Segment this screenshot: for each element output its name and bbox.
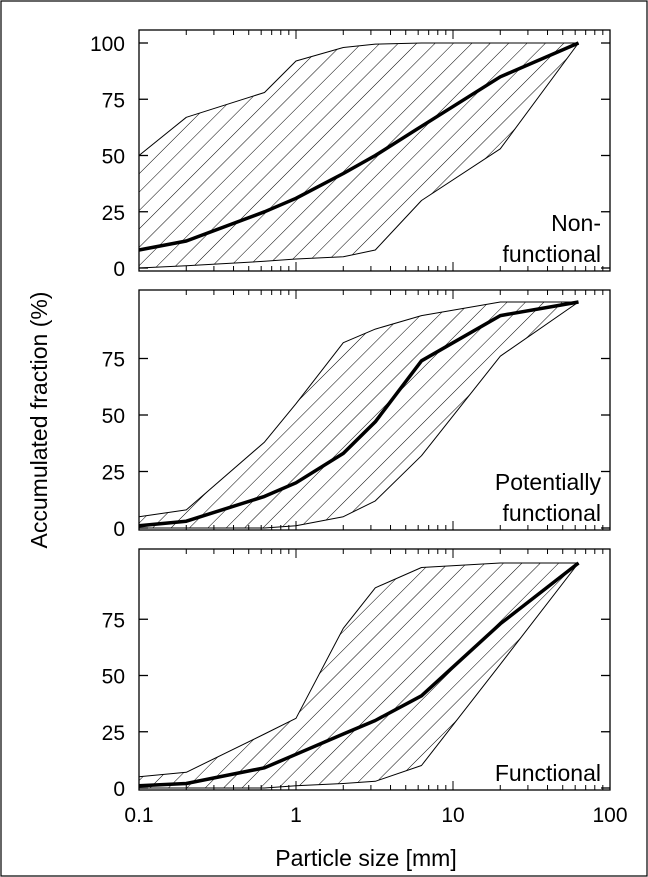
x-tick-label: 0.1	[124, 804, 153, 827]
panel-frame	[138, 29, 611, 272]
y-tick-label: 25	[102, 202, 125, 225]
mean-curve	[138, 561, 580, 788]
panel-label-line: Potentially	[495, 469, 602, 495]
x-tick-label: 10	[441, 804, 464, 827]
lower-bound-line	[138, 42, 579, 269]
y-tick-label: 50	[102, 666, 125, 689]
panel-2: 0 25 50 75 Potentially functional	[102, 289, 611, 541]
panel-label-line: functional	[503, 500, 601, 526]
y-tick-label: 75	[102, 609, 125, 632]
y-axis-title: Accumulated fraction (%)	[26, 292, 52, 549]
y-tick-label: 0	[113, 518, 125, 541]
upper-bound-line	[138, 42, 579, 156]
range-envelope-fill	[139, 563, 579, 788]
mean-curve	[138, 300, 579, 528]
panel-frame	[138, 548, 611, 791]
y-tick-label: 100	[90, 33, 125, 56]
x-tick-label: 100	[592, 804, 627, 827]
x-tick-label: 1	[290, 804, 302, 827]
panel-label-line: Non-	[551, 210, 601, 236]
upper-bound-line	[138, 562, 579, 778]
y-tick-label: 25	[102, 722, 125, 745]
y-tick-label: 25	[102, 462, 125, 485]
y-tick-label: 50	[102, 146, 125, 169]
y-tick-label: 75	[102, 349, 125, 372]
range-envelope-fill	[139, 302, 579, 528]
lower-bound-line	[139, 301, 579, 529]
range-envelope-fill	[139, 43, 579, 268]
y-tick-label: 75	[102, 89, 125, 112]
panel-label-line: Functional	[495, 760, 601, 786]
x-axis-title: Particle size [mm]	[275, 845, 456, 871]
y-tick-label: 50	[102, 405, 125, 428]
panel-frame	[138, 289, 611, 531]
x-axis-tick-labels: 0.1 1 10 100	[124, 804, 627, 827]
y-tick-label: 0	[113, 258, 125, 281]
y-tick-label: 0	[113, 778, 125, 801]
panel-1: 0 25 50 75 100 Non-functional	[90, 29, 611, 281]
chart-panels: 0 25 50 75 100 Non-functional 0 25 50 75 Potential…	[90, 29, 611, 801]
lower-bound-line	[139, 562, 579, 789]
upper-bound-line	[138, 301, 579, 518]
panel-3: 0 25 50 75 Functional	[102, 548, 611, 801]
mean-curve	[138, 41, 580, 252]
panel-label-line: functional	[503, 241, 601, 267]
